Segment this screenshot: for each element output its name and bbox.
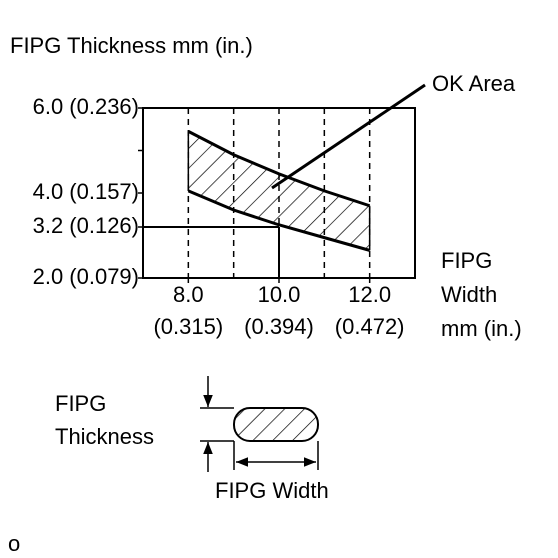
x-axis-label: Width <box>441 282 497 307</box>
bead-section <box>233 407 319 442</box>
thickness-label: FIPG <box>55 391 106 416</box>
x-axis-label: FIPG <box>441 248 492 273</box>
width-label: FIPG Width <box>215 478 329 503</box>
y-tick-label: 6.0 (0.236) <box>33 94 139 119</box>
footnote: o <box>8 531 20 556</box>
x-tick-label: 8.0 <box>173 282 204 307</box>
x-tick-label: 10.0 <box>258 282 301 307</box>
annotation: OK Area <box>432 71 516 96</box>
x-tick-label: 12.0 <box>348 282 391 307</box>
chart-title: FIPG Thickness mm (in.) <box>10 33 253 58</box>
band-edge <box>187 130 371 208</box>
x-tick-sublabel: (0.315) <box>153 314 223 339</box>
band-edge <box>187 189 371 252</box>
ok-area <box>188 131 370 251</box>
thickness-label: Thickness <box>55 424 154 449</box>
plot-frame <box>142 107 416 279</box>
annotation-leader <box>271 83 426 190</box>
y-tick-label: 4.0 (0.157) <box>33 179 139 204</box>
x-axis-label: mm (in.) <box>441 316 522 341</box>
y-tick-label: 2.0 (0.079) <box>33 264 139 289</box>
y-tick-label: 3.2 (0.126) <box>33 213 139 238</box>
x-tick-sublabel: (0.394) <box>244 314 314 339</box>
x-tick-sublabel: (0.472) <box>335 314 405 339</box>
